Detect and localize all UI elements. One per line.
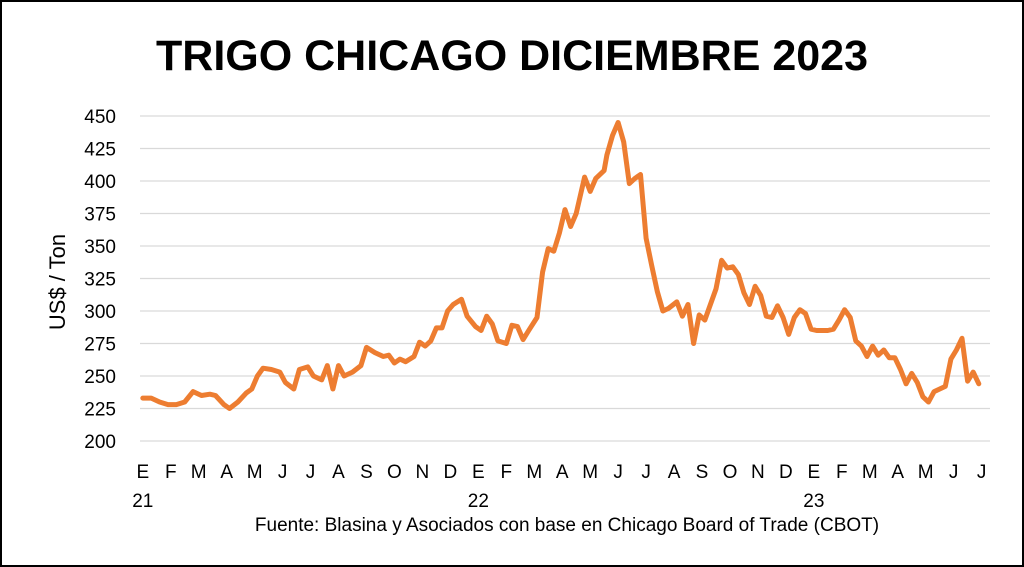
x-tick-label: F (836, 462, 848, 483)
y-tick-label: 325 (84, 270, 116, 291)
grid-lines (140, 115, 990, 442)
x-tick-label: S (696, 462, 709, 483)
x-tick-label: N (751, 462, 765, 483)
year-label: 21 (132, 491, 153, 512)
x-tick-label: M (191, 462, 207, 483)
x-tick-label: A (668, 462, 681, 483)
x-tick-label: D (443, 462, 457, 483)
x-tick-label: M (582, 462, 598, 483)
series-line (140, 120, 982, 411)
chart-title: TRIGO CHICAGO DICIEMBRE 2023 (156, 32, 868, 80)
y-axis-title: US$ / Ton (45, 234, 70, 330)
x-tick-label: N (416, 462, 430, 483)
x-tick-label: A (556, 462, 569, 483)
year-labels: 21 22 23 (132, 491, 824, 512)
y-tick-label: 250 (84, 367, 116, 388)
x-tick-label: J (613, 462, 623, 483)
x-tick-label: M (247, 462, 263, 483)
x-tick-label: E (136, 462, 149, 483)
x-tick-label: A (891, 462, 904, 483)
x-tick-label: F (500, 462, 512, 483)
x-tick-label: J (641, 462, 651, 483)
x-tick-label: J (278, 462, 288, 483)
year-label: 23 (803, 491, 824, 512)
x-tick-label: J (977, 462, 987, 483)
year-label: 22 (468, 491, 489, 512)
y-tick-label: 300 (84, 302, 116, 323)
x-tick-label: E (808, 462, 821, 483)
y-tick-label: 275 (84, 335, 116, 356)
y-tick-labels: 200 225 250 275 300 325 350 375 400 425 450 (84, 107, 116, 453)
x-tick-label: J (949, 462, 959, 483)
x-tick-label: E (472, 462, 485, 483)
x-tick-label: M (862, 462, 878, 483)
x-tick-label: S (360, 462, 373, 483)
x-tick-label: D (779, 462, 793, 483)
x-tick-label: A (220, 462, 233, 483)
y-tick-label: 225 (84, 400, 116, 421)
y-tick-label: 400 (84, 172, 116, 193)
x-tick-label: A (332, 462, 345, 483)
y-tick-label: 200 (84, 432, 116, 453)
source-note: Fuente: Blasina y Asociados con base en … (255, 515, 879, 536)
x-tick-label: M (526, 462, 542, 483)
x-tick-label: M (918, 462, 934, 483)
x-tick-label: O (387, 462, 402, 483)
x-tick-label: O (723, 462, 738, 483)
x-tick-label: J (306, 462, 316, 483)
x-tick-label: F (165, 462, 177, 483)
y-tick-label: 350 (84, 237, 116, 258)
y-tick-label: 450 (84, 107, 116, 128)
y-tick-label: 375 (84, 205, 116, 226)
y-tick-label: 425 (84, 140, 116, 161)
